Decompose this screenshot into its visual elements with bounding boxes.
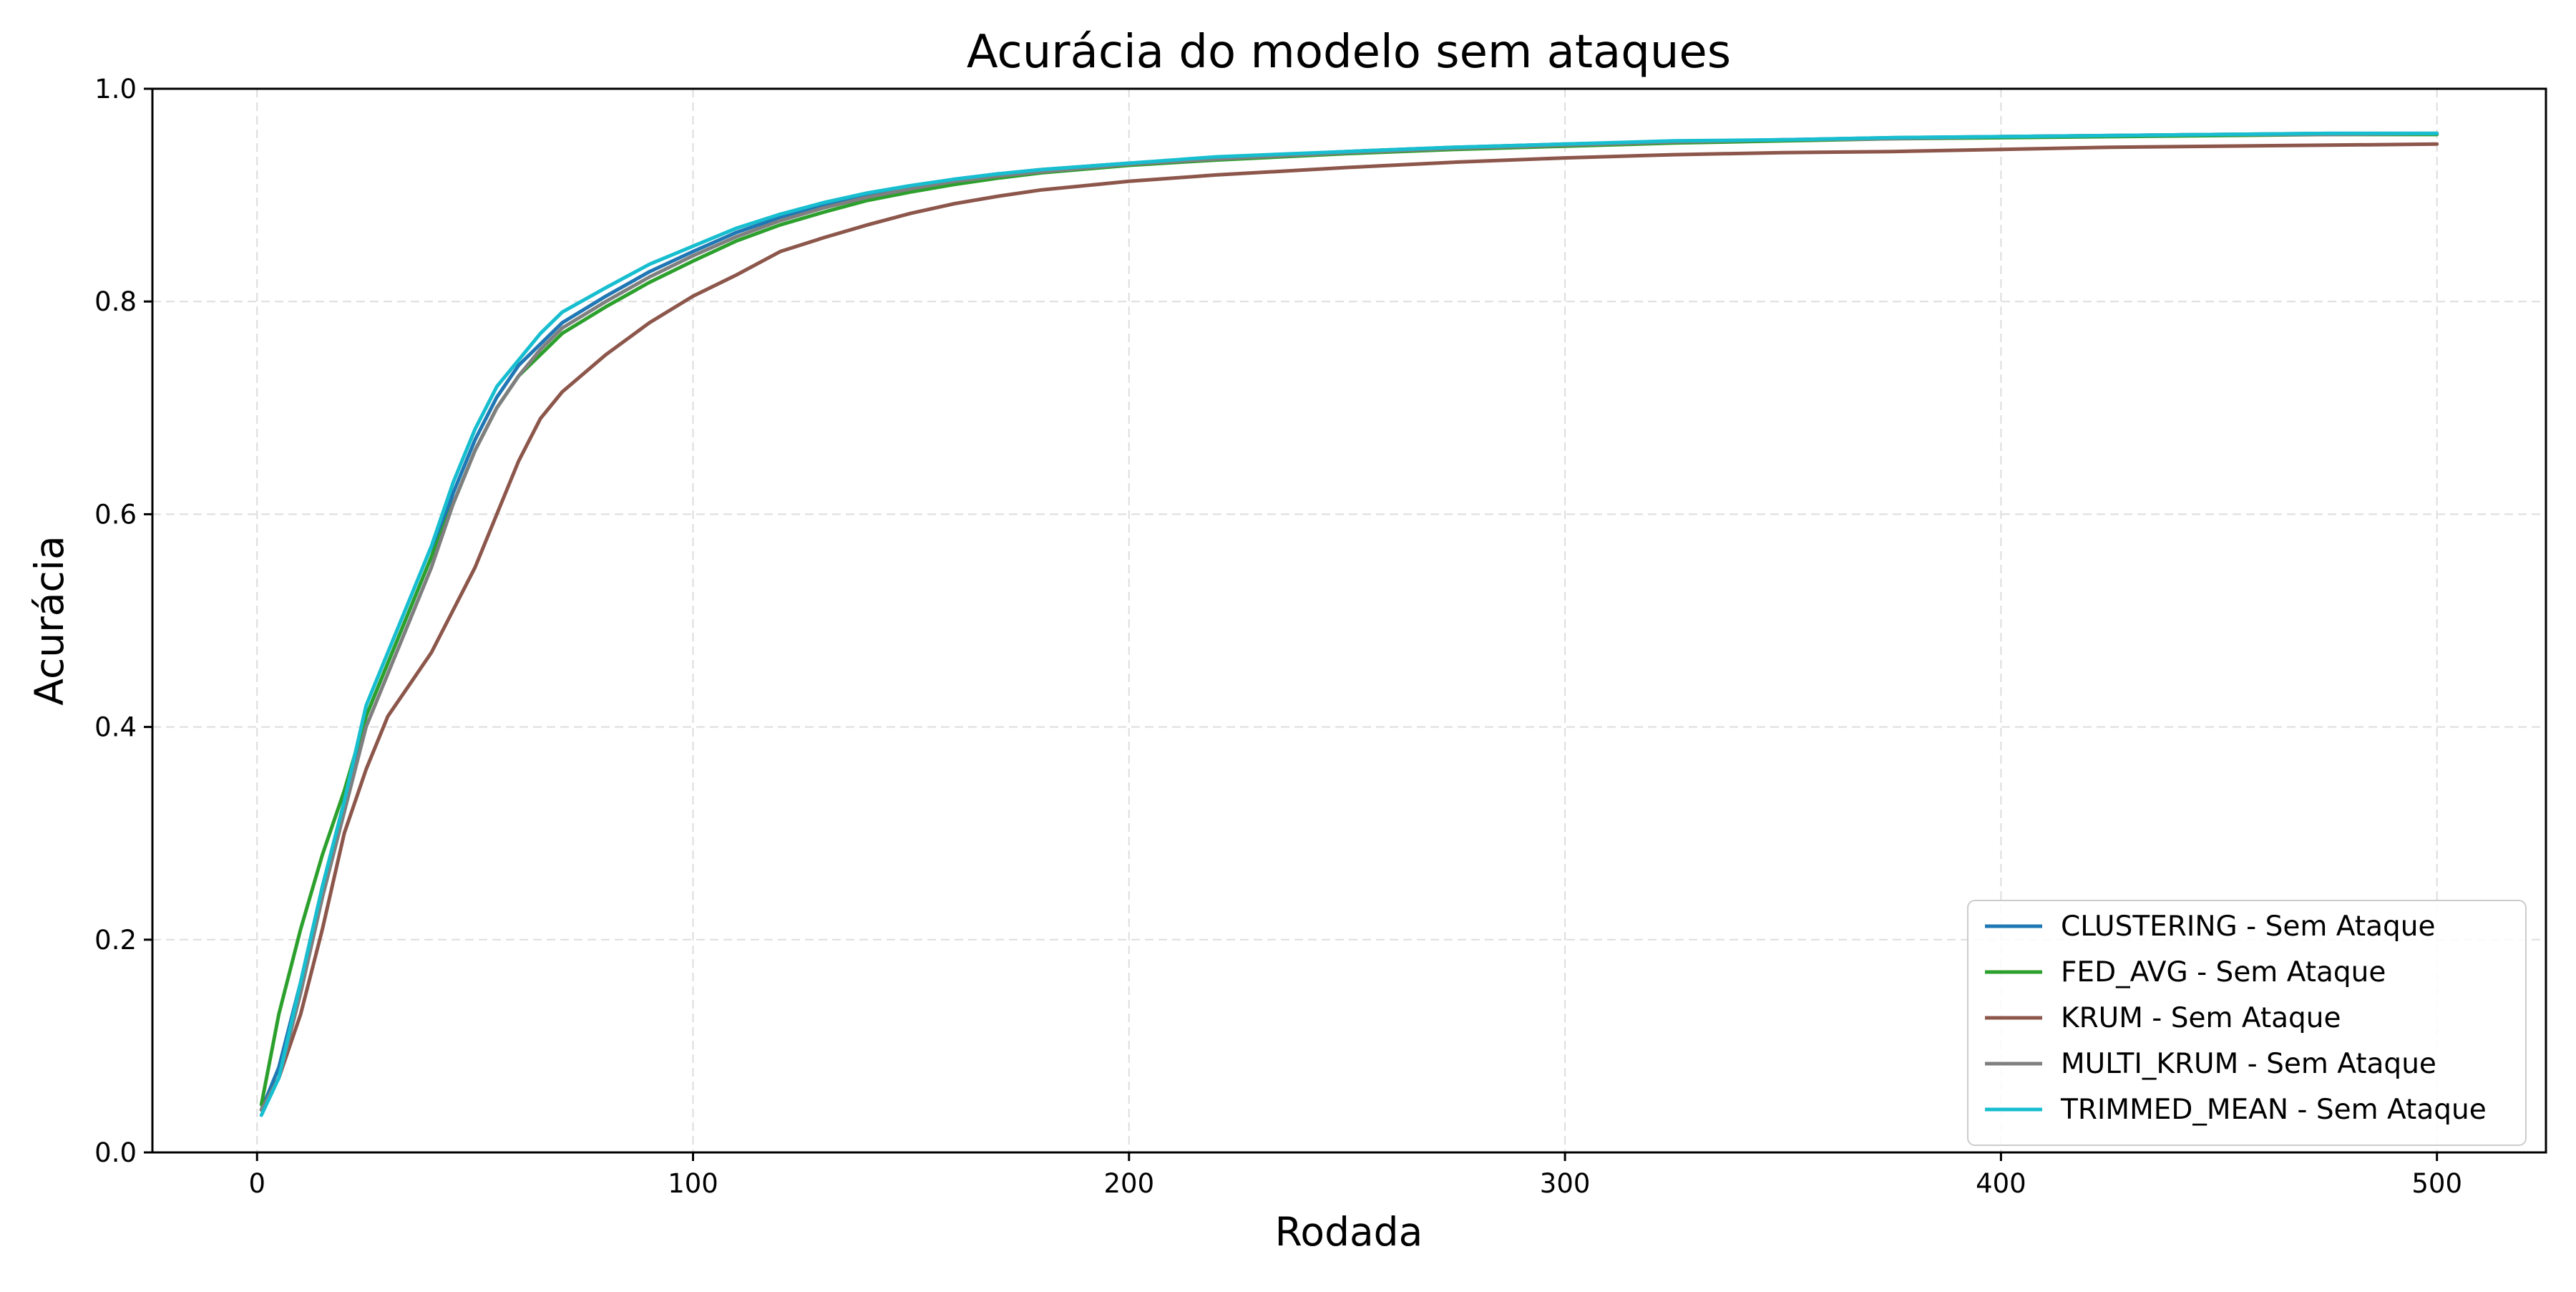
series-line-trimmed-mean xyxy=(259,131,2439,1117)
x-tick-label: 500 xyxy=(2411,1168,2462,1199)
series-lines xyxy=(259,131,2439,1117)
x-tick-label: 200 xyxy=(1103,1168,1154,1199)
y-tick-label: 0.2 xyxy=(94,925,137,956)
legend-label: TRIMMED_MEAN - Sem Ataque xyxy=(2060,1094,2487,1126)
legend-label: CLUSTERING - Sem Ataque xyxy=(2061,910,2435,943)
legend-label: KRUM - Sem Ataque xyxy=(2061,1002,2341,1034)
y-tick-label: 1.0 xyxy=(94,74,137,105)
x-tick-label: 0 xyxy=(248,1168,265,1199)
x-tick-label: 100 xyxy=(668,1168,718,1199)
x-tick-label: 400 xyxy=(1976,1168,2026,1199)
y-tick-label: 0.4 xyxy=(94,712,137,743)
legend-label: MULTI_KRUM - Sem Ataque xyxy=(2061,1048,2436,1080)
legend-label: FED_AVG - Sem Ataque xyxy=(2061,956,2386,989)
axis-ticks: 0 100 200 300 400 500 0.0 0.2 0.4 0.6 0.8 1.0 xyxy=(94,74,2462,1199)
y-tick-label: 0.0 xyxy=(94,1137,137,1168)
legend-box xyxy=(1967,900,2527,1146)
legend: CLUSTERING - Sem Ataque FED_AVG - Sem Ata… xyxy=(1967,900,2527,1146)
y-tick-label: 0.6 xyxy=(94,499,137,530)
x-tick-label: 300 xyxy=(1540,1168,1591,1199)
chart-title: Acurácia do modelo sem ataques xyxy=(967,26,1731,79)
x-axis-label: Rodada xyxy=(1275,1209,1423,1255)
y-tick-label: 0.8 xyxy=(94,286,137,317)
plot-frame xyxy=(151,87,2547,1154)
series-line-krum xyxy=(259,142,2439,1112)
y-axis-label: Acurácia xyxy=(26,535,72,705)
